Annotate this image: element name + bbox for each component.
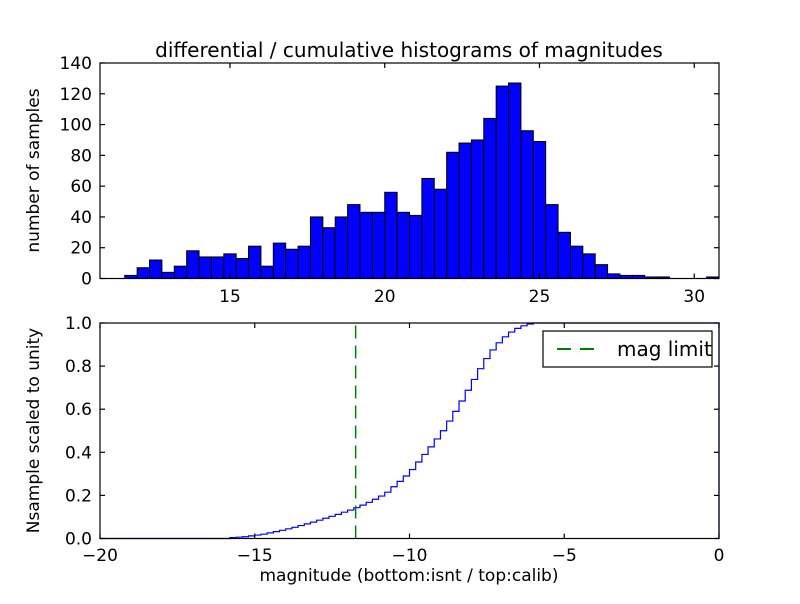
- svg-text:0.8: 0.8: [65, 357, 92, 377]
- svg-text:0.0: 0.0: [65, 530, 92, 550]
- axis-tick-labels: 15202530020406080100120140−20−15−10−500.…: [60, 54, 725, 566]
- axis-ticks: [100, 63, 719, 539]
- svg-text:−15: −15: [237, 546, 273, 566]
- figure-canvas: 15202530020406080100120140−20−15−10−500.…: [0, 0, 800, 600]
- svg-text:60: 60: [70, 177, 92, 197]
- svg-text:−10: −10: [392, 546, 428, 566]
- svg-text:−5: −5: [552, 546, 577, 566]
- svg-text:25: 25: [529, 287, 551, 307]
- svg-text:1.0: 1.0: [65, 314, 92, 334]
- svg-text:15: 15: [219, 287, 241, 307]
- svg-text:140: 140: [60, 54, 92, 74]
- top-histogram-bars: [125, 83, 719, 278]
- svg-text:80: 80: [70, 146, 92, 166]
- legend: mag limit: [543, 331, 712, 367]
- top-y-axis-label: number of samples: [24, 88, 44, 252]
- svg-text:20: 20: [374, 287, 396, 307]
- chart-title: differential / cumulative histograms of …: [155, 38, 663, 62]
- bottom-y-axis-label: Nsample scaled to unity: [24, 328, 44, 533]
- figure: 15202530020406080100120140−20−15−10−500.…: [0, 0, 800, 600]
- axes-spines: [100, 63, 719, 539]
- svg-text:0.4: 0.4: [65, 443, 92, 463]
- x-axis-label: magnitude (bottom:isnt / top:calib): [260, 566, 559, 586]
- svg-text:0.6: 0.6: [65, 400, 92, 420]
- svg-text:0: 0: [81, 270, 92, 290]
- svg-text:100: 100: [60, 116, 92, 136]
- svg-text:30: 30: [683, 287, 705, 307]
- svg-text:120: 120: [60, 85, 92, 105]
- svg-text:20: 20: [70, 239, 92, 259]
- svg-text:40: 40: [70, 208, 92, 228]
- svg-text:0: 0: [714, 546, 725, 566]
- legend-label: mag limit: [617, 337, 712, 361]
- svg-text:0.2: 0.2: [65, 486, 92, 506]
